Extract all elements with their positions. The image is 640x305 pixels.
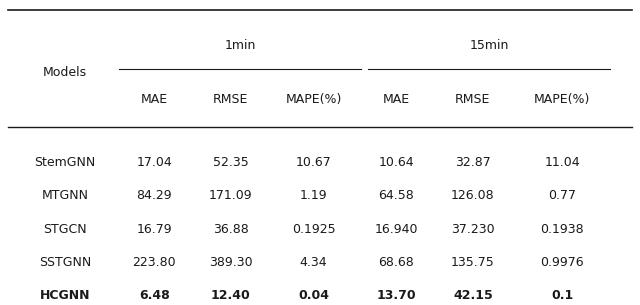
Text: 11.04: 11.04 xyxy=(545,156,580,169)
Text: 52.35: 52.35 xyxy=(213,156,249,169)
Text: SSTGNN: SSTGNN xyxy=(39,256,92,269)
Text: HCGNN: HCGNN xyxy=(40,289,90,302)
Text: 84.29: 84.29 xyxy=(136,189,172,203)
Text: MAPE(%): MAPE(%) xyxy=(534,93,590,106)
Text: 1.19: 1.19 xyxy=(300,189,328,203)
Text: 17.04: 17.04 xyxy=(136,156,172,169)
Text: RMSE: RMSE xyxy=(455,93,491,106)
Text: Models: Models xyxy=(43,66,87,79)
Text: 0.1: 0.1 xyxy=(551,289,573,302)
Text: 0.04: 0.04 xyxy=(298,289,329,302)
Text: 10.64: 10.64 xyxy=(379,156,414,169)
Text: 16.940: 16.940 xyxy=(374,223,418,235)
Text: RMSE: RMSE xyxy=(213,93,248,106)
Text: StemGNN: StemGNN xyxy=(35,156,96,169)
Text: MAPE(%): MAPE(%) xyxy=(285,93,342,106)
Text: 135.75: 135.75 xyxy=(451,256,495,269)
Text: 68.68: 68.68 xyxy=(379,256,414,269)
Text: 6.48: 6.48 xyxy=(139,289,170,302)
Text: 36.88: 36.88 xyxy=(213,223,249,235)
Text: MTGNN: MTGNN xyxy=(42,189,88,203)
Text: 389.30: 389.30 xyxy=(209,256,253,269)
Text: 42.15: 42.15 xyxy=(453,289,493,302)
Text: 64.58: 64.58 xyxy=(379,189,414,203)
Text: 0.9976: 0.9976 xyxy=(540,256,584,269)
Text: 12.40: 12.40 xyxy=(211,289,251,302)
Text: 0.1925: 0.1925 xyxy=(292,223,335,235)
Text: 15min: 15min xyxy=(469,39,509,52)
Text: 16.79: 16.79 xyxy=(136,223,172,235)
Text: STGCN: STGCN xyxy=(44,223,87,235)
Text: 0.77: 0.77 xyxy=(548,189,576,203)
Text: 37.230: 37.230 xyxy=(451,223,495,235)
Text: 13.70: 13.70 xyxy=(377,289,416,302)
Text: 126.08: 126.08 xyxy=(451,189,495,203)
Text: 0.1938: 0.1938 xyxy=(540,223,584,235)
Text: 32.87: 32.87 xyxy=(455,156,491,169)
Text: 4.34: 4.34 xyxy=(300,256,328,269)
Text: MAE: MAE xyxy=(383,93,410,106)
Text: 1min: 1min xyxy=(225,39,256,52)
Text: 171.09: 171.09 xyxy=(209,189,253,203)
Text: 10.67: 10.67 xyxy=(296,156,332,169)
Text: 223.80: 223.80 xyxy=(132,256,176,269)
Text: MAE: MAE xyxy=(141,93,168,106)
